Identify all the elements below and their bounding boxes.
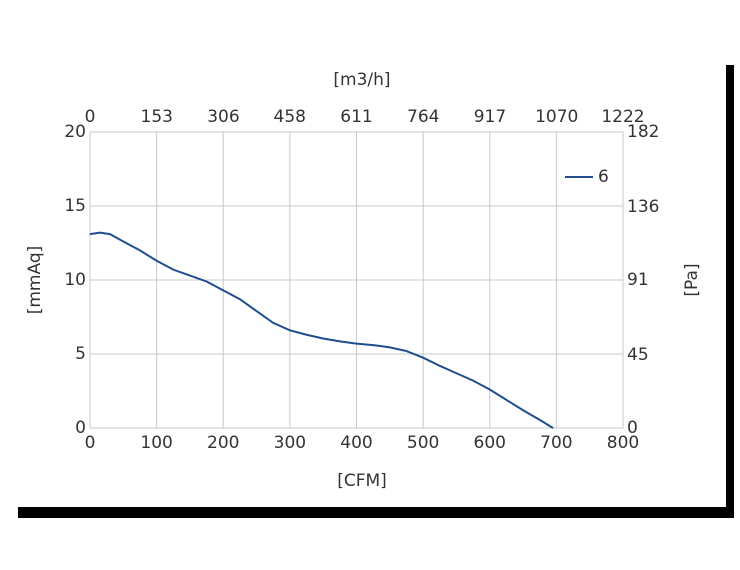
x2-tick-label: 0	[85, 107, 96, 127]
y-tick-label: 15	[64, 196, 86, 216]
y2-tick-label: 136	[627, 197, 659, 217]
y-tick-label: 0	[75, 418, 86, 438]
x-tick-label: 800	[607, 433, 639, 453]
y-tick-label: 10	[64, 270, 86, 290]
x2-tick-label: 917	[474, 107, 506, 127]
x2-tick-label: 306	[207, 107, 239, 127]
x2-tick-label: 1070	[535, 107, 578, 127]
x-axis-label: [CFM]	[337, 471, 387, 491]
y2-tick-label: 182	[627, 122, 659, 142]
y2-axis-label: [Pa]	[682, 263, 702, 296]
legend-label: 6	[598, 167, 609, 187]
x-tick-label: 100	[140, 433, 172, 453]
frame-shadow	[18, 507, 733, 518]
x2-tick-label: 458	[274, 107, 306, 127]
frame-shadow	[726, 65, 734, 518]
data-line	[89, 231, 554, 429]
x-tick-label: 700	[540, 433, 572, 453]
y2-tick-label: 91	[627, 270, 649, 290]
x2-axis-label: [m3/h]	[333, 70, 390, 90]
x-tick-label: 300	[274, 433, 306, 453]
x-tick-label: 600	[474, 433, 506, 453]
x-tick-label: 0	[85, 433, 96, 453]
x2-tick-label: 153	[141, 107, 173, 127]
y-tick-label: 20	[64, 122, 86, 142]
y2-tick-label: 0	[627, 418, 638, 438]
plot-border	[89, 131, 624, 429]
y-tick-label: 5	[75, 344, 86, 364]
x-tick-label: 200	[207, 433, 239, 453]
x-tick-label: 500	[407, 433, 439, 453]
y2-tick-label: 45	[627, 345, 649, 365]
x2-tick-label: 1222	[601, 107, 644, 127]
x-tick-label: 400	[340, 433, 372, 453]
y-axis-label: [mmAq]	[25, 246, 45, 315]
x2-tick-label: 611	[340, 107, 372, 127]
x2-tick-label: 764	[407, 107, 439, 127]
